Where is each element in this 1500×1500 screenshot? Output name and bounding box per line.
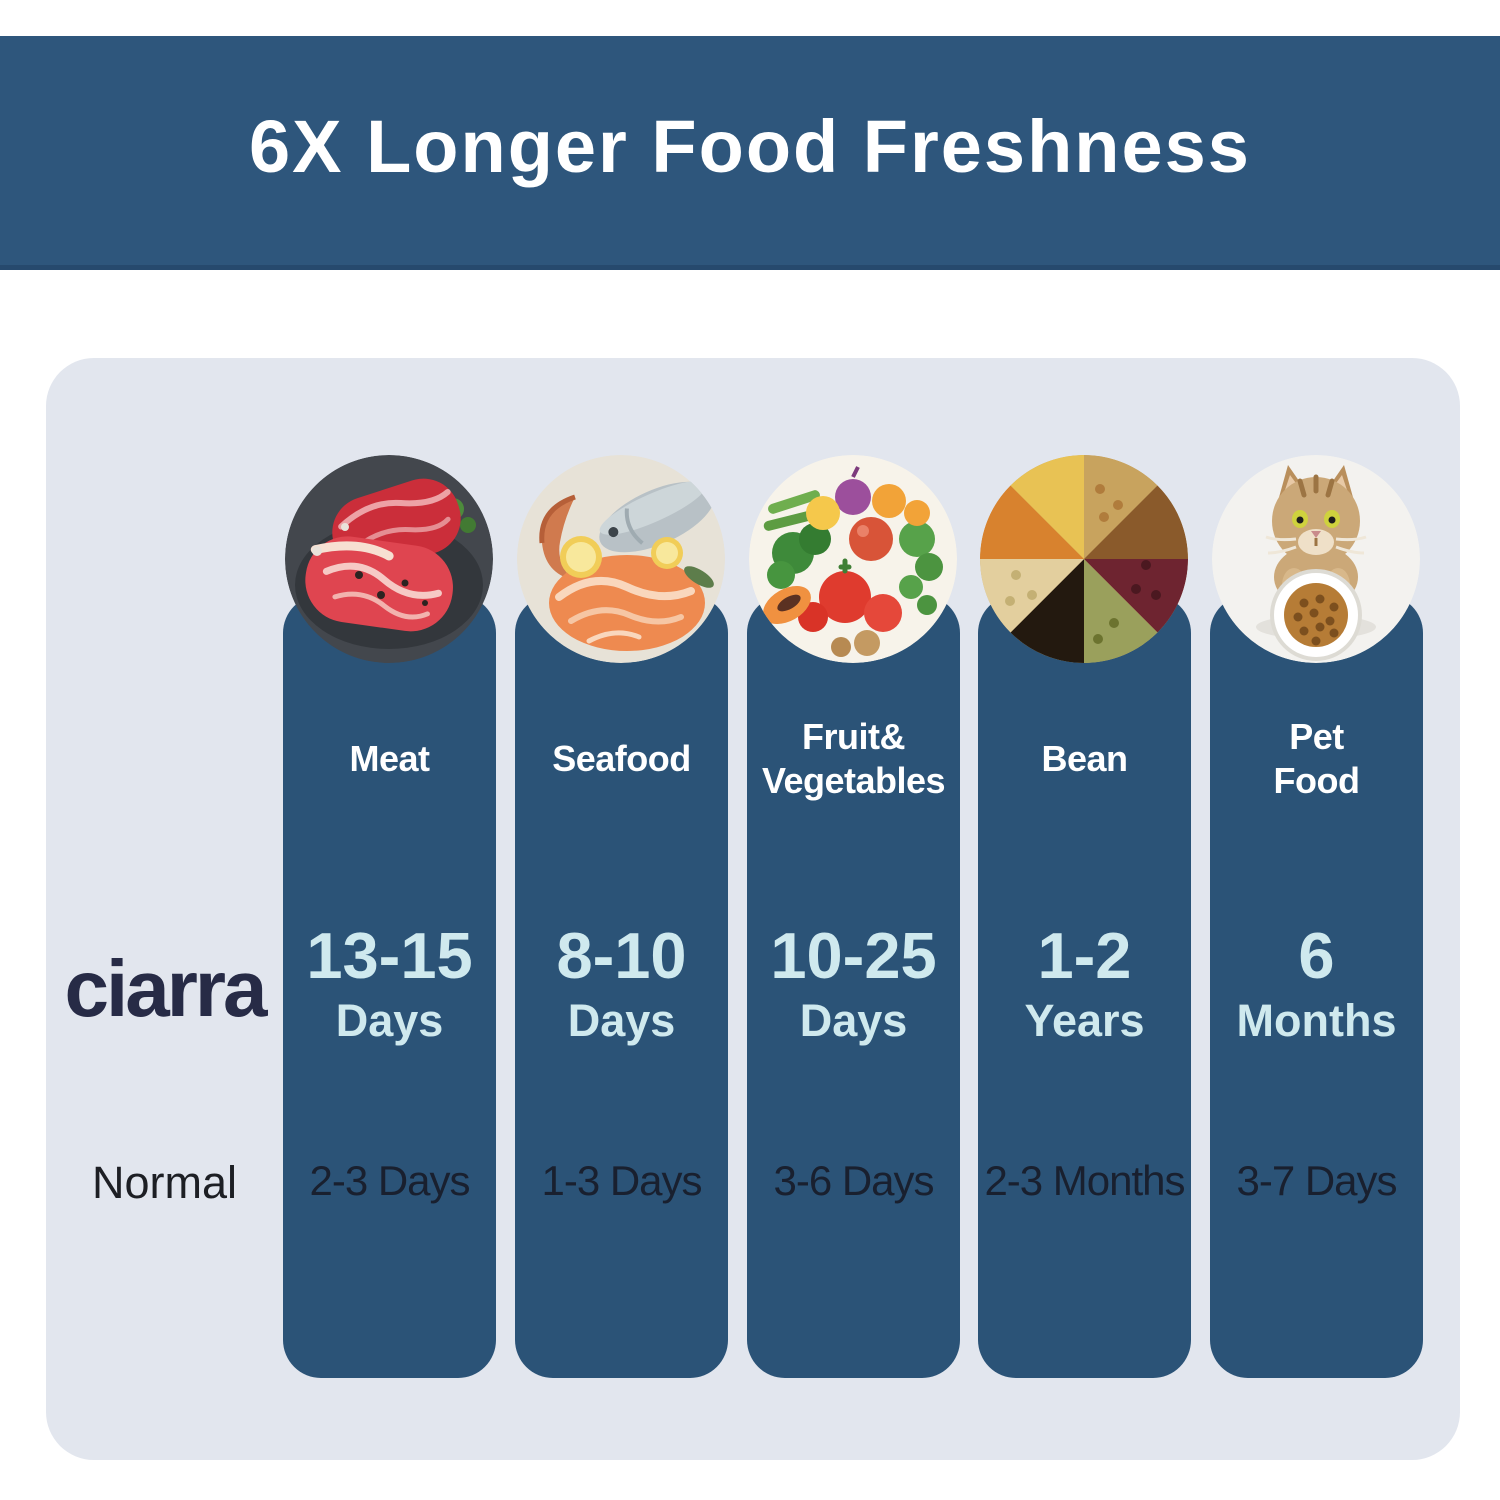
- sealed-duration-value: 1-2: [1037, 919, 1132, 992]
- normal-duration-value: 3-7 Days: [1236, 1157, 1397, 1204]
- category-label-line: Vegetables: [761, 760, 946, 801]
- category-label-line: Pet: [1289, 716, 1344, 757]
- category-label-line: Bean: [1041, 738, 1128, 779]
- category-label-line: Meat: [349, 738, 430, 779]
- category-label: Pet Food: [1210, 700, 1423, 818]
- normal-duration-value: 2-3 Months: [984, 1157, 1185, 1204]
- normal-duration-value: 3-6 Days: [773, 1157, 934, 1204]
- brand-logo: ciarra: [64, 944, 268, 1033]
- sealed-duration-unit: Days: [567, 995, 676, 1046]
- column-meat: Meat 13-15 Days 2-3 Days: [283, 455, 496, 1378]
- category-label-line: Food: [1273, 760, 1360, 801]
- sealed-duration: 6 Months: [1210, 923, 1423, 1047]
- sealed-duration-unit: Days: [799, 995, 908, 1046]
- column-fruit-vegetables: Fruit& Vegetables 10-25 Days 3-6 Days: [747, 455, 960, 1378]
- normal-duration-value: 2-3 Days: [309, 1157, 470, 1204]
- category-label-line: Fruit&: [802, 716, 905, 757]
- column-pet-food: Pet Food 6 Months 3-7 Days: [1210, 455, 1423, 1378]
- sealed-duration-value: 10-25: [770, 919, 937, 992]
- normal-duration-value: 1-3 Days: [541, 1157, 702, 1204]
- sealed-duration: 10-25 Days: [747, 923, 960, 1047]
- bean-photo: [980, 455, 1188, 663]
- sealed-duration-value: 13-15: [306, 919, 473, 992]
- pet-food-photo: [1212, 455, 1420, 663]
- sealed-duration: 8-10 Days: [515, 923, 728, 1047]
- sealed-duration-value: 6: [1298, 919, 1335, 992]
- column-bean: Bean 1-2 Years 2-3 Months: [978, 455, 1191, 1378]
- sealed-duration-unit: Years: [1024, 995, 1145, 1046]
- category-label-line: Seafood: [552, 738, 691, 779]
- header-banner: 6X Longer Food Freshness: [0, 36, 1500, 270]
- category-label: Bean: [978, 700, 1191, 818]
- category-label: Meat: [283, 700, 496, 818]
- sealed-duration: 1-2 Years: [978, 923, 1191, 1047]
- sealed-duration-value: 8-10: [556, 919, 687, 992]
- meat-photo: [285, 455, 493, 663]
- sealed-duration-unit: Days: [335, 995, 444, 1046]
- category-label: Fruit& Vegetables: [747, 700, 960, 818]
- sealed-duration-unit: Months: [1236, 995, 1397, 1046]
- normal-row-label: Normal: [91, 1157, 238, 1208]
- page-title: 6X Longer Food Freshness: [249, 105, 1251, 188]
- fruit-vegetables-photo: [749, 455, 957, 663]
- seafood-photo: [517, 455, 725, 663]
- category-label: Seafood: [515, 700, 728, 818]
- sealed-duration: 13-15 Days: [283, 923, 496, 1047]
- column-seafood: Seafood 8-10 Days 1-3 Days: [515, 455, 728, 1378]
